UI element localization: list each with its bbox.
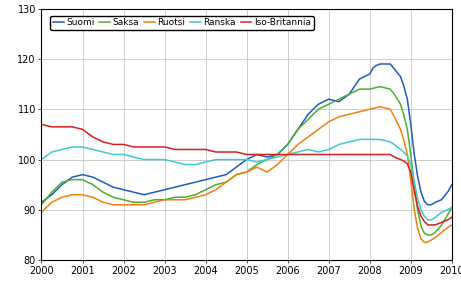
Iso-Britannia [213, 150, 219, 154]
Suomi [429, 203, 434, 207]
Ranska [449, 205, 455, 209]
Iso-Britannia [425, 223, 431, 227]
Suomi [213, 175, 219, 179]
Ranska [425, 218, 431, 222]
Saksa [295, 128, 301, 131]
Saksa [213, 183, 219, 186]
Ruotsi [39, 211, 44, 214]
Iso-Britannia [449, 216, 455, 219]
Saksa [449, 205, 455, 209]
Suomi [39, 201, 44, 204]
Line: Saksa: Saksa [41, 87, 452, 235]
Suomi [425, 203, 431, 207]
Saksa [425, 233, 431, 237]
Iso-Britannia [316, 153, 321, 156]
Ruotsi [449, 223, 455, 227]
Ranska [429, 218, 434, 222]
Iso-Britannia [80, 128, 85, 131]
Ruotsi [422, 241, 427, 244]
Iso-Britannia [295, 153, 301, 156]
Ranska [213, 158, 219, 161]
Ranska [80, 145, 85, 149]
Ruotsi [213, 188, 219, 191]
Ruotsi [135, 203, 140, 207]
Suomi [316, 103, 321, 106]
Saksa [429, 233, 434, 237]
Suomi [449, 183, 455, 186]
Saksa [316, 108, 321, 111]
Ruotsi [429, 238, 434, 242]
Saksa [135, 201, 140, 204]
Suomi [295, 128, 301, 131]
Ruotsi [295, 143, 301, 146]
Ranska [357, 138, 362, 141]
Saksa [377, 85, 383, 88]
Ruotsi [377, 105, 383, 108]
Suomi [377, 62, 383, 66]
Saksa [80, 178, 85, 181]
Saksa [39, 203, 44, 207]
Ruotsi [80, 193, 85, 197]
Line: Ranska: Ranska [41, 139, 452, 220]
Line: Ruotsi: Ruotsi [41, 107, 452, 242]
Ranska [39, 158, 44, 161]
Legend: Suomi, Saksa, Ruotsi, Ranska, Iso-Britannia: Suomi, Saksa, Ruotsi, Ranska, Iso-Britan… [50, 16, 314, 30]
Line: Suomi: Suomi [41, 64, 452, 205]
Ruotsi [316, 128, 321, 131]
Iso-Britannia [135, 145, 140, 149]
Ranska [295, 150, 301, 154]
Iso-Britannia [39, 123, 44, 126]
Suomi [80, 173, 85, 176]
Ranska [135, 156, 140, 160]
Iso-Britannia [422, 220, 427, 223]
Ranska [316, 150, 321, 154]
Suomi [135, 191, 140, 195]
Line: Iso-Britannia: Iso-Britannia [41, 124, 452, 225]
